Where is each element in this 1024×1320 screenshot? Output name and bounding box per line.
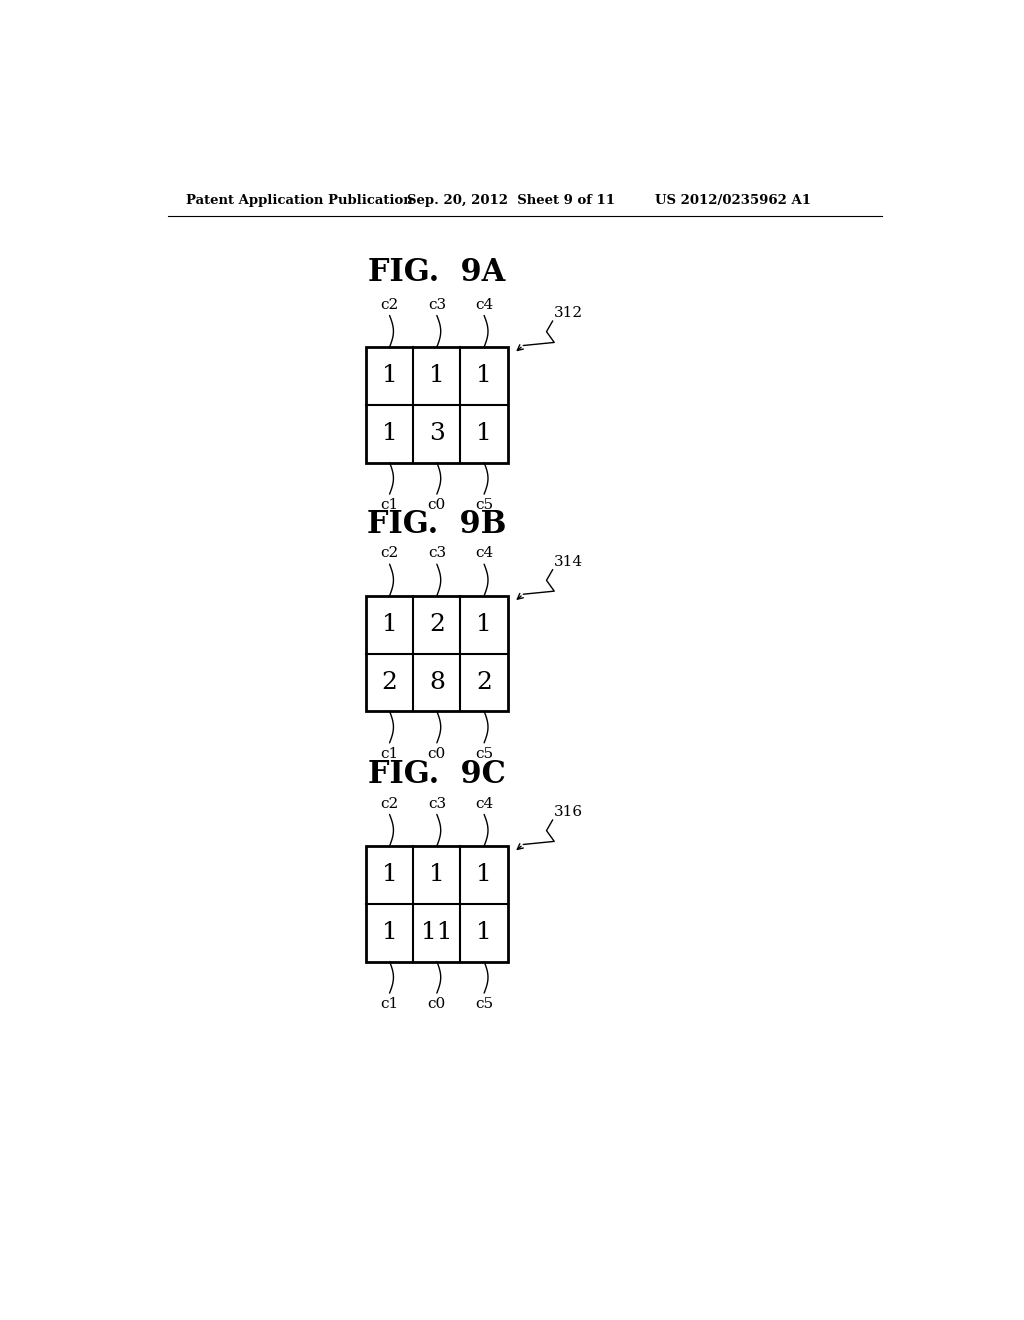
Text: c4: c4 — [475, 546, 494, 561]
Text: 1: 1 — [429, 364, 444, 388]
Bar — [366, 347, 508, 462]
Bar — [366, 846, 508, 961]
Text: 316: 316 — [554, 805, 584, 820]
Text: c4: c4 — [475, 797, 494, 810]
Text: c1: c1 — [381, 498, 398, 512]
Text: c5: c5 — [475, 997, 494, 1011]
Text: 3: 3 — [429, 422, 444, 445]
Bar — [366, 595, 508, 711]
Text: c0: c0 — [428, 997, 446, 1011]
Text: 1: 1 — [476, 863, 492, 887]
Text: US 2012/0235962 A1: US 2012/0235962 A1 — [655, 194, 811, 207]
Text: 1: 1 — [382, 422, 397, 445]
Text: c2: c2 — [381, 797, 398, 810]
Text: 11: 11 — [421, 921, 453, 944]
Text: c4: c4 — [475, 298, 494, 312]
Text: c1: c1 — [381, 747, 398, 760]
Text: 1: 1 — [429, 863, 444, 887]
Text: 312: 312 — [554, 306, 584, 321]
Text: c2: c2 — [381, 298, 398, 312]
Text: 1: 1 — [476, 364, 492, 388]
Text: 2: 2 — [476, 671, 493, 694]
Text: FIG.  9A: FIG. 9A — [369, 257, 506, 288]
Text: c3: c3 — [428, 546, 445, 561]
Text: 1: 1 — [382, 863, 397, 887]
Text: 1: 1 — [476, 422, 492, 445]
Text: c1: c1 — [381, 997, 398, 1011]
Text: 1: 1 — [476, 612, 492, 636]
Text: c2: c2 — [381, 546, 398, 561]
Text: 1: 1 — [476, 921, 492, 944]
Text: 314: 314 — [554, 554, 584, 569]
Text: c3: c3 — [428, 797, 445, 810]
Text: c0: c0 — [428, 498, 446, 512]
Text: 2: 2 — [429, 612, 444, 636]
Text: c5: c5 — [475, 747, 494, 760]
Text: 1: 1 — [382, 612, 397, 636]
Text: 1: 1 — [382, 921, 397, 944]
Text: 8: 8 — [429, 671, 444, 694]
Text: Patent Application Publication: Patent Application Publication — [186, 194, 413, 207]
Text: FIG.  9B: FIG. 9B — [368, 508, 507, 540]
Text: FIG.  9C: FIG. 9C — [368, 759, 506, 789]
Text: 2: 2 — [382, 671, 397, 694]
Text: c3: c3 — [428, 298, 445, 312]
Text: 1: 1 — [382, 364, 397, 388]
Text: c5: c5 — [475, 498, 494, 512]
Text: c0: c0 — [428, 747, 446, 760]
Text: Sep. 20, 2012  Sheet 9 of 11: Sep. 20, 2012 Sheet 9 of 11 — [407, 194, 615, 207]
